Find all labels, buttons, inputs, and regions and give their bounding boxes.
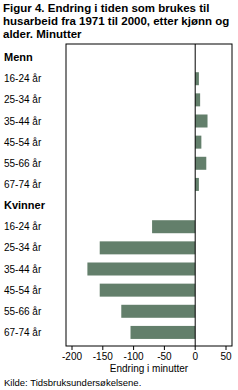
tick-label: 0 xyxy=(192,351,198,362)
bar xyxy=(195,93,200,106)
category-label: 16-24 år xyxy=(4,221,42,232)
group-label: Menn xyxy=(4,51,33,63)
bar xyxy=(195,178,199,191)
bars xyxy=(87,72,207,339)
chart-title: Figur 4. Endring i tiden som brukes til … xyxy=(3,2,235,41)
zero-line xyxy=(195,44,196,346)
bar xyxy=(87,263,195,276)
category-label: 25-34 år xyxy=(4,94,42,105)
category-label: 35-44 år xyxy=(4,116,42,127)
category-label: 25-34 år xyxy=(4,242,42,253)
tick-mark xyxy=(102,346,103,350)
tick-mark xyxy=(133,346,134,350)
tick-label: 50 xyxy=(220,351,232,362)
bar xyxy=(152,220,195,233)
tick-label: -50 xyxy=(157,351,172,362)
chart: Menn 16-24 år 25-34 år 35-44 år 45-54 år 55-6… xyxy=(0,0,238,390)
bar xyxy=(195,157,206,170)
tick-mark xyxy=(195,346,196,350)
tick-label: -150 xyxy=(93,351,113,362)
bar xyxy=(100,241,195,254)
group-label: Kvinner xyxy=(4,199,46,211)
category-label: 55-66 år xyxy=(4,158,42,169)
category-label: 45-54 år xyxy=(4,285,42,296)
bar xyxy=(195,115,207,128)
tick-label: -100 xyxy=(124,351,144,362)
bar xyxy=(131,326,196,339)
bar xyxy=(100,284,195,297)
bar xyxy=(195,72,199,85)
category-label: 55-66 år xyxy=(4,306,42,317)
bar xyxy=(195,136,201,149)
tick-mark xyxy=(164,346,165,350)
source: Kilde: Tidsbruksundersøkelsene. xyxy=(4,377,141,388)
bar xyxy=(121,305,195,318)
category-label: 67-74 år xyxy=(4,179,42,190)
tick-label: -200 xyxy=(62,351,82,362)
axis-label: Endring i minutter xyxy=(110,363,189,374)
category-label: 35-44 år xyxy=(4,264,42,275)
category-label: 16-24 år xyxy=(4,73,42,84)
plot-frame xyxy=(66,44,232,346)
category-label: 67-74 år xyxy=(4,327,42,338)
tick-mark xyxy=(72,346,73,350)
category-label: 45-54 år xyxy=(4,137,42,148)
tick-mark xyxy=(226,346,227,350)
